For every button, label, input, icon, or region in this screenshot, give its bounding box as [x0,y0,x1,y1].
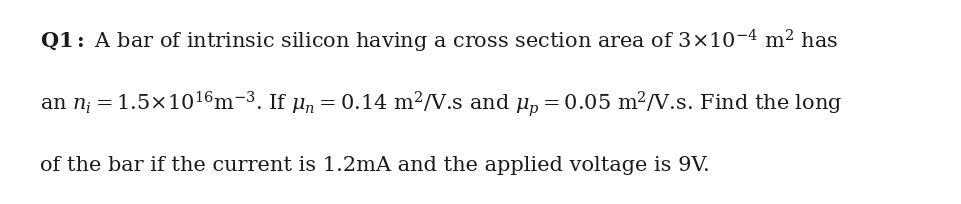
Text: of the bar if the current is 1.2mA and the applied voltage is 9V.: of the bar if the current is 1.2mA and t… [40,156,710,175]
Text: $\mathbf{Q1:}$ A bar of intrinsic silicon having a cross section area of $3{\tim: $\mathbf{Q1:}$ A bar of intrinsic silico… [40,28,839,55]
Text: an $n_{i}{=}1.5{\times}10^{16}$m$^{-3}$. If $\mu_{n}{=}0.14$ m$^{2}$/V.s and $\m: an $n_{i}{=}1.5{\times}10^{16}$m$^{-3}$.… [40,89,843,119]
